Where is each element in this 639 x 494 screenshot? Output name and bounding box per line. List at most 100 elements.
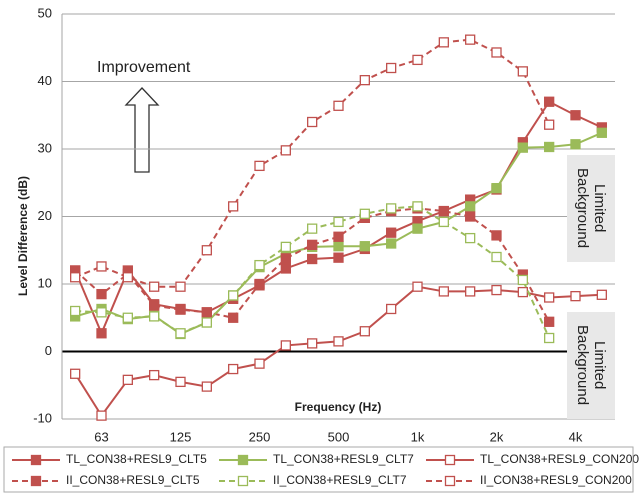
y-tick-label: -10 [33,410,52,425]
marker [491,47,502,58]
marker [412,281,423,292]
marker [465,232,476,244]
marker [70,272,81,283]
y-tick-label: 30 [38,140,52,155]
marker [280,340,291,351]
marker [570,139,581,150]
marker [228,201,239,212]
marker [201,245,212,256]
x-tick-label: 500 [328,429,350,444]
marker [228,312,239,323]
marker [175,281,186,292]
marker [201,317,212,328]
marker [544,332,555,344]
marker [333,231,344,242]
marker [96,261,107,272]
marker [544,96,555,107]
x-tick-label: 250 [249,429,271,444]
marker [517,274,528,286]
marker [517,286,528,298]
marker [517,66,528,77]
x-tick-label: 2k [490,429,504,444]
marker [149,300,160,311]
marker [438,37,449,48]
y-axis-label: Level Difference (dB) [16,176,30,296]
x-axis-label: Frequency (Hz) [295,400,382,414]
marker [333,252,344,263]
marker [307,338,318,349]
marker [359,326,370,337]
marker [491,251,502,263]
x-tick-label: 4k [569,429,583,444]
marker [122,374,133,386]
marker [465,201,476,212]
marker [333,100,344,111]
marker [517,142,528,153]
marker [175,328,186,339]
x-tick-label: 1k [411,429,425,444]
marker [333,216,344,228]
marker [570,290,581,302]
legend-label: II_CON38+RESL9_CLT5 [66,473,200,487]
marker [359,75,370,86]
marker [438,286,449,297]
marker [175,304,186,315]
legend-label: TL_CON38+RESL9_CLT7 [273,452,414,466]
marker [359,208,370,219]
x-tick-label: 63 [94,429,108,444]
y-tick-label: 0 [45,343,52,358]
marker [307,253,318,265]
marker [333,241,344,252]
legend-label: II_CON38+RESL9_CLT7 [273,473,407,487]
legend-label: TL_CON38+RESL9_CLT5 [66,452,207,466]
marker [96,410,107,421]
marker [544,292,555,303]
marker [228,363,239,375]
y-tick-label: 50 [38,5,52,20]
marker [280,263,291,274]
annotation: Background Limited [567,312,615,419]
legend-marker [30,475,42,487]
marker [280,145,291,156]
marker [570,110,581,121]
marker [201,307,212,318]
marker [386,238,397,249]
marker [149,311,160,322]
marker [122,272,133,283]
marker [307,223,318,234]
marker [359,241,370,252]
marker [491,230,502,241]
marker [122,312,133,323]
marker [491,284,502,296]
marker [254,278,265,290]
marker [96,307,107,318]
marker [307,116,318,128]
marker [254,358,265,369]
y-tick-label: 10 [38,275,52,290]
legend-label: TL_CON38+RESL9_CON200 [480,452,639,466]
legend-marker [30,454,42,466]
marker [438,216,449,228]
marker [465,34,476,45]
marker [333,336,344,347]
marker [544,316,555,327]
marker [544,119,555,130]
marker [412,201,423,212]
x-tick-label: 125 [170,429,192,444]
improvement-arrow [124,87,160,173]
marker [254,259,265,271]
marker [386,227,397,238]
marker [386,303,397,315]
marker [386,203,397,214]
marker [254,160,265,172]
marker [70,368,81,379]
marker [96,328,107,339]
marker [149,369,160,381]
marker [465,286,476,297]
marker [96,288,107,300]
legend-marker [444,454,456,466]
marker [175,376,186,388]
marker [438,205,449,217]
